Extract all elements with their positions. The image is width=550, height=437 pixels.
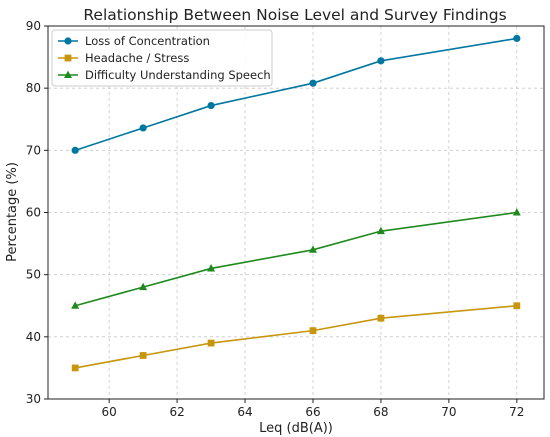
x-tick-label: 62 [169, 405, 184, 419]
legend: Loss of Concentration Headache / Stress Di… [52, 30, 272, 86]
data-point [378, 315, 385, 322]
legend-marker [64, 37, 71, 44]
x-tick-label: 70 [441, 405, 456, 419]
y-tick-label: 80 [26, 81, 41, 95]
y-tick-label: 70 [26, 143, 41, 157]
y-tick-label: 60 [26, 206, 41, 220]
x-tick-label: 68 [373, 405, 388, 419]
chart-title: Relationship Between Noise Level and Sur… [83, 6, 506, 24]
data-point [207, 102, 214, 109]
legend-label: Loss of Concentration [85, 34, 210, 48]
data-point [140, 352, 147, 359]
y-tick-label: 50 [26, 268, 41, 282]
legend-marker [65, 55, 72, 62]
data-point [208, 340, 215, 347]
series-difficulty-understanding-speech [71, 208, 521, 309]
data-point [310, 327, 317, 334]
x-tick-label: 72 [509, 405, 524, 419]
y-tick-label: 40 [26, 330, 41, 344]
legend-label: Difficulty Understanding Speech [85, 68, 271, 82]
y-tick-label: 90 [26, 19, 41, 33]
data-point [377, 57, 384, 64]
x-tick-label: 66 [305, 405, 320, 419]
x-axis-label: Leq (dB(A)) [259, 421, 333, 436]
data-point [513, 35, 520, 42]
legend-item: Difficulty Understanding Speech [58, 68, 271, 82]
data-point [72, 365, 79, 372]
x-tick-label: 64 [237, 405, 252, 419]
data-point [513, 302, 520, 309]
series-line [75, 213, 517, 306]
y-tick-label: 30 [26, 392, 41, 406]
legend-label: Headache / Stress [85, 51, 189, 65]
data-point [140, 124, 147, 131]
x-tick-label: 60 [102, 405, 117, 419]
data-point [513, 208, 521, 215]
data-point [72, 147, 79, 154]
data-point [309, 80, 316, 87]
y-axis-label: Percentage (%) [5, 162, 20, 262]
